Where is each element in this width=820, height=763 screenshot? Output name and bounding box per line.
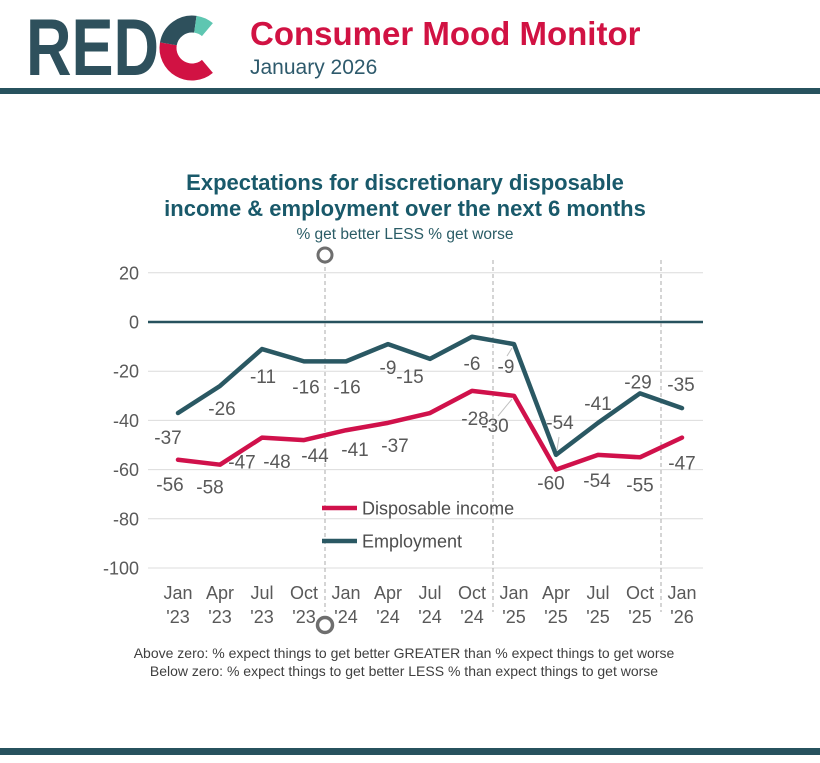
- x-axis-label-month: Jan: [499, 583, 528, 603]
- bottom-divider: [0, 748, 820, 755]
- data-label: -16: [292, 377, 319, 398]
- y-axis-label: -80: [113, 509, 139, 529]
- data-label: -35: [667, 375, 694, 396]
- x-axis-label-month: Oct: [290, 583, 318, 603]
- x-axis-label-year: '24: [376, 607, 399, 627]
- y-axis-label: 20: [119, 263, 139, 283]
- data-label: -15: [396, 367, 423, 388]
- data-label: -54: [583, 471, 611, 492]
- x-axis-label-month: Jul: [250, 583, 273, 603]
- logo-c-teal-arc: [159, 15, 197, 46]
- legend-label: Employment: [362, 532, 462, 552]
- employment-line: [175, 334, 685, 458]
- data-label: -54: [546, 413, 574, 434]
- header: RED Consumer Mood Monitor January 2026: [26, 3, 640, 93]
- x-axis-label-month: Apr: [542, 583, 570, 603]
- footnote-below-zero: Below zero: % expect things to get bette…: [149, 663, 659, 679]
- footnote: Above zero: % expect things to get bette…: [0, 644, 808, 680]
- x-axis-label-month: Jan: [667, 583, 696, 603]
- data-label: -9: [498, 357, 515, 378]
- legend-item-employment: Employment: [322, 532, 462, 552]
- x-axis-label-year: '24: [460, 607, 483, 627]
- x-axis-label-month: Apr: [374, 583, 402, 603]
- label-leader-line: [506, 347, 513, 357]
- logo-c-crimson-arc: [159, 42, 213, 81]
- report-title: Consumer Mood Monitor: [250, 15, 641, 52]
- data-label: -47: [668, 454, 695, 475]
- x-axis-label-year: '25: [502, 607, 525, 627]
- data-label: -41: [584, 394, 611, 415]
- x-axis-label-month: Jan: [163, 583, 192, 603]
- mood-monitor-chart: Expectations for discretionary disposabl…: [103, 170, 703, 635]
- data-label: -41: [341, 440, 368, 461]
- x-axis-label-year: '25: [628, 607, 651, 627]
- x-axis-label-year: '24: [334, 607, 357, 627]
- x-axis-label-month: Oct: [458, 583, 486, 603]
- data-label: -44: [301, 446, 329, 467]
- redc-logo-graphic: RED: [26, 3, 213, 93]
- report-date: January 2026: [250, 56, 378, 79]
- disposable-income-line: [175, 388, 685, 472]
- logo-c-mint-arc: [193, 15, 213, 37]
- data-label: -6: [464, 354, 481, 375]
- y-axis-label: -20: [113, 362, 139, 382]
- logo-letters-red: RED: [26, 12, 159, 86]
- y-axis-label: 0: [129, 313, 139, 333]
- y-axis-label: -60: [113, 460, 139, 480]
- label-leader-line: [556, 436, 560, 451]
- separator-handle-bottom[interactable]: [315, 615, 335, 635]
- redc-logo: RED: [26, 3, 232, 93]
- data-label: -30: [481, 416, 508, 437]
- chart-title-line1: Expectations for discretionary disposabl…: [186, 170, 624, 195]
- legend-label: Disposable income: [362, 499, 514, 519]
- data-label: -29: [624, 372, 651, 393]
- label-leader-line: [497, 398, 513, 417]
- x-axis-label-month: Jul: [418, 583, 441, 603]
- y-axis-label: -100: [103, 559, 139, 579]
- header-divider: [0, 88, 820, 94]
- data-label: -28: [461, 409, 488, 430]
- y-axis-label: -40: [113, 411, 139, 431]
- chart-subtitle: % get better LESS % get worse: [296, 226, 513, 243]
- x-axis-label-year: '23: [292, 607, 315, 627]
- x-axis-label-month: Jan: [331, 583, 360, 603]
- x-axis-label-year: '24: [418, 607, 441, 627]
- x-axis-label-year: '23: [208, 607, 231, 627]
- data-label: -37: [154, 428, 181, 449]
- footnote-above-zero: Above zero: % expect things to get bette…: [133, 645, 675, 661]
- data-label: -11: [250, 367, 276, 388]
- separator-handle-top[interactable]: [316, 246, 334, 264]
- data-label: -58: [196, 478, 223, 499]
- header-text: Consumer Mood Monitor January 2026: [250, 12, 640, 80]
- data-label: -9: [380, 358, 397, 379]
- x-axis-label-year: '25: [586, 607, 609, 627]
- x-axis-label-month: Apr: [206, 583, 234, 603]
- x-axis-label-month: Oct: [626, 583, 654, 603]
- data-label: -37: [381, 436, 408, 457]
- data-label: -47: [228, 453, 255, 474]
- data-label: -60: [537, 474, 564, 495]
- data-label: -55: [626, 475, 653, 496]
- data-label: -56: [156, 475, 183, 496]
- data-label: -16: [333, 377, 360, 398]
- data-label: -48: [263, 452, 290, 473]
- x-axis-label-year: '23: [250, 607, 273, 627]
- x-axis-label-year: '23: [166, 607, 189, 627]
- x-axis-label-month: Jul: [586, 583, 609, 603]
- x-axis-label-year: '25: [544, 607, 567, 627]
- legend-item-disposable-income: Disposable income: [322, 499, 514, 519]
- data-label: -26: [208, 399, 235, 420]
- x-axis-label-year: '26: [670, 607, 693, 627]
- chart-title-line2: income & employment over the next 6 mont…: [164, 196, 646, 221]
